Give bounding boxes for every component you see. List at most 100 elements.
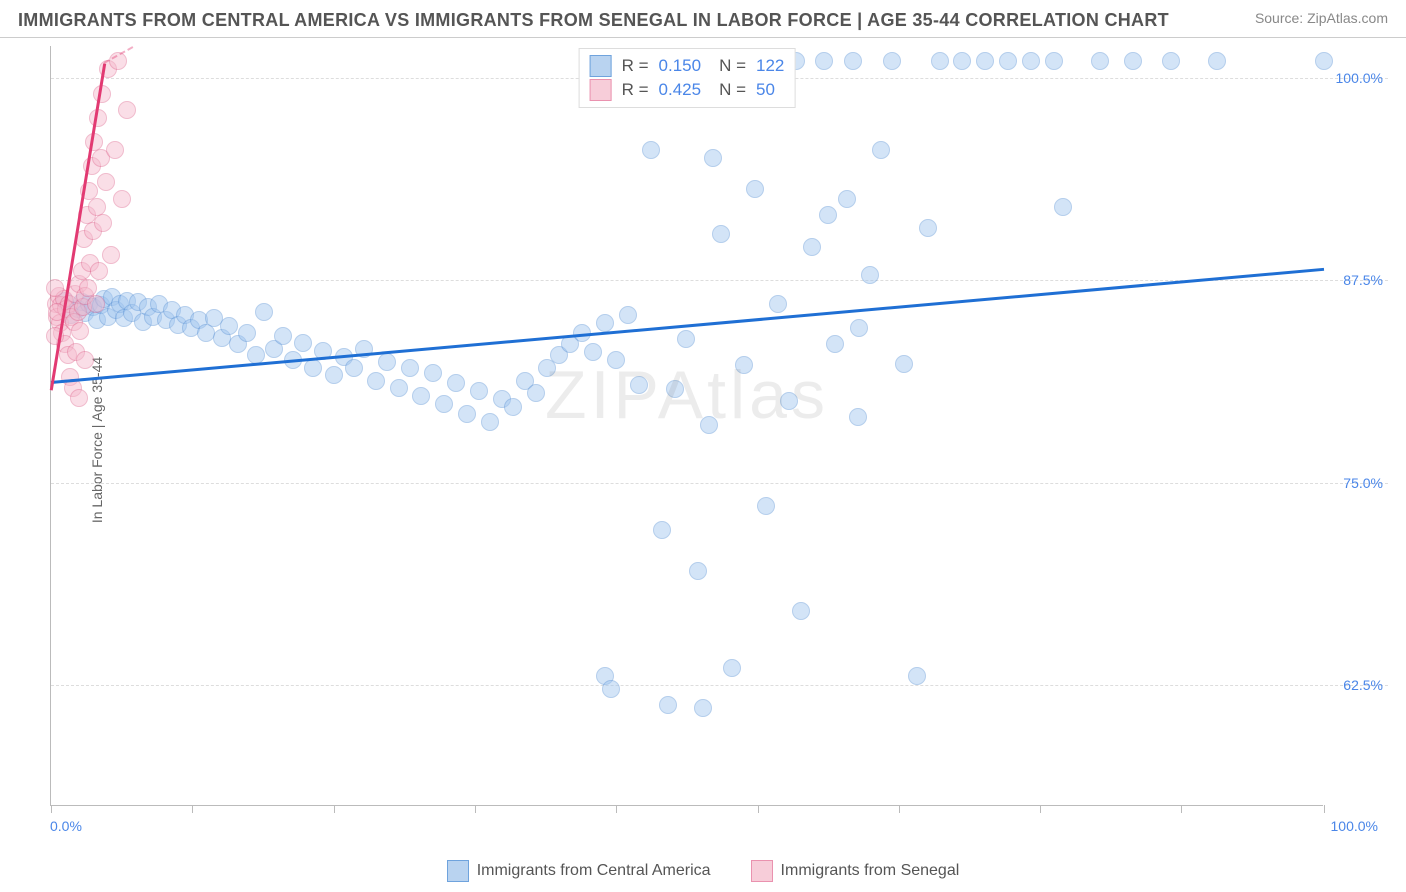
legend-correlation: R =0.150N =122R =0.425N =50	[579, 48, 796, 108]
data-point	[976, 52, 994, 70]
data-point	[238, 324, 256, 342]
data-point	[677, 330, 695, 348]
data-point	[255, 303, 273, 321]
data-point	[504, 398, 522, 416]
gridline	[51, 483, 1388, 484]
data-point	[367, 372, 385, 390]
data-point	[746, 180, 764, 198]
data-point	[919, 219, 937, 237]
data-point	[861, 266, 879, 284]
y-tick-label: 75.0%	[1328, 475, 1383, 491]
data-point	[757, 497, 775, 515]
data-point	[999, 52, 1017, 70]
data-point	[97, 173, 115, 191]
x-tick	[1324, 805, 1325, 813]
data-point	[883, 52, 901, 70]
data-point	[1162, 52, 1180, 70]
x-tick	[192, 805, 193, 813]
x-tick	[1040, 805, 1041, 813]
data-point	[458, 405, 476, 423]
legend-row: R =0.150N =122	[590, 55, 785, 77]
legend-n-value: 122	[756, 56, 784, 76]
chart-header: IMMIGRANTS FROM CENTRAL AMERICA VS IMMIG…	[0, 0, 1406, 38]
data-point	[102, 246, 120, 264]
data-point	[642, 141, 660, 159]
data-point	[46, 279, 64, 297]
data-point	[527, 384, 545, 402]
data-point	[94, 214, 112, 232]
y-tick-label: 62.5%	[1328, 677, 1383, 693]
data-point	[447, 374, 465, 392]
data-point	[76, 351, 94, 369]
legend-series-item: Immigrants from Senegal	[751, 860, 960, 882]
data-point	[1045, 52, 1063, 70]
data-point	[424, 364, 442, 382]
legend-swatch	[751, 860, 773, 882]
data-point	[735, 356, 753, 374]
data-point	[70, 389, 88, 407]
data-point	[294, 334, 312, 352]
data-point	[113, 190, 131, 208]
plot-wrap: In Labor Force | Age 35-44 ZIPAtlas R =0…	[50, 46, 1388, 834]
x-tick	[334, 805, 335, 813]
data-point	[470, 382, 488, 400]
x-axis-max-label: 100.0%	[1331, 818, 1378, 834]
data-point	[325, 366, 343, 384]
x-axis-min-label: 0.0%	[50, 818, 82, 834]
data-point	[304, 359, 322, 377]
data-point	[803, 238, 821, 256]
data-point	[704, 149, 722, 167]
legend-r-label: R =	[622, 80, 649, 100]
data-point	[872, 141, 890, 159]
x-tick	[51, 805, 52, 813]
data-point	[895, 355, 913, 373]
data-point	[401, 359, 419, 377]
data-point	[689, 562, 707, 580]
x-tick	[1181, 805, 1182, 813]
data-point	[826, 335, 844, 353]
data-point	[769, 295, 787, 313]
legend-r-label: R =	[622, 56, 649, 76]
data-point	[87, 295, 105, 313]
data-point	[700, 416, 718, 434]
legend-n-label: N =	[719, 56, 746, 76]
data-point	[619, 306, 637, 324]
data-point	[1054, 198, 1072, 216]
y-tick-label: 87.5%	[1328, 272, 1383, 288]
x-tick	[758, 805, 759, 813]
legend-swatch	[590, 55, 612, 77]
data-point	[596, 314, 614, 332]
data-point	[93, 85, 111, 103]
data-point	[1208, 52, 1226, 70]
data-point	[1022, 52, 1040, 70]
data-point	[931, 52, 949, 70]
data-point	[792, 602, 810, 620]
data-point	[844, 52, 862, 70]
legend-n-label: N =	[719, 80, 746, 100]
data-point	[106, 141, 124, 159]
data-point	[666, 380, 684, 398]
data-point	[435, 395, 453, 413]
data-point	[1124, 52, 1142, 70]
data-point	[694, 699, 712, 717]
data-point	[1315, 52, 1333, 70]
legend-n-value: 50	[756, 80, 775, 100]
x-tick	[616, 805, 617, 813]
data-point	[653, 521, 671, 539]
data-point	[819, 206, 837, 224]
data-point	[607, 351, 625, 369]
data-point	[584, 343, 602, 361]
data-point	[849, 408, 867, 426]
x-tick	[475, 805, 476, 813]
data-point	[815, 52, 833, 70]
data-point	[850, 319, 868, 337]
legend-series-name: Immigrants from Central America	[477, 862, 711, 880]
data-point	[412, 387, 430, 405]
chart-title: IMMIGRANTS FROM CENTRAL AMERICA VS IMMIG…	[18, 10, 1169, 31]
data-point	[659, 696, 677, 714]
x-tick	[899, 805, 900, 813]
data-point	[602, 680, 620, 698]
legend-series: Immigrants from Central America Immigrant…	[0, 860, 1406, 882]
data-point	[390, 379, 408, 397]
legend-row: R =0.425N =50	[590, 79, 785, 101]
